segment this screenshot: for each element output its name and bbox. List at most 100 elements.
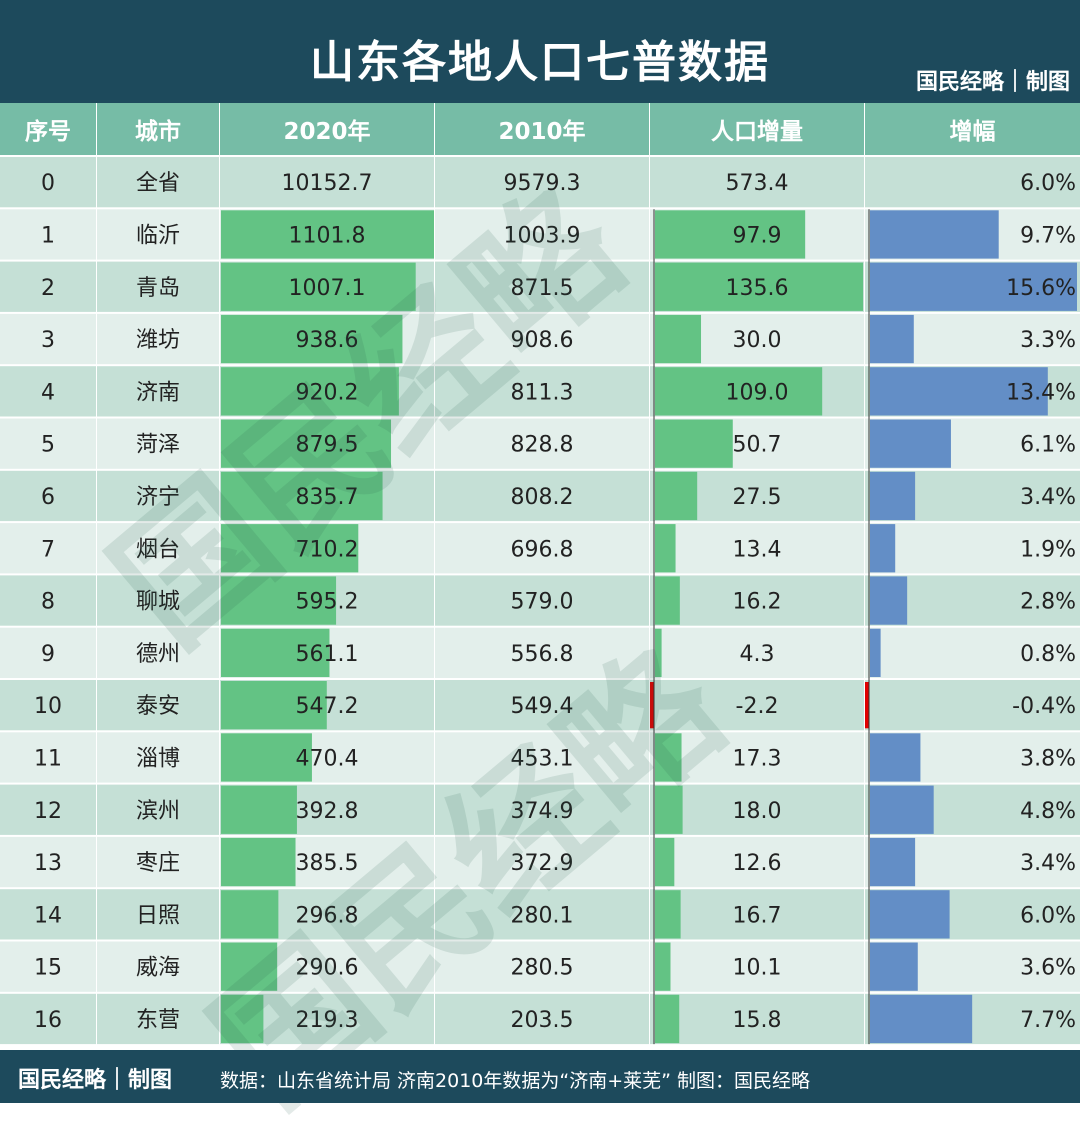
column-header-label: 序号 xyxy=(25,118,71,145)
cell-value-pop2010: 280.5 xyxy=(511,956,574,981)
bar-2020 xyxy=(221,419,392,468)
column-header-cell xyxy=(97,103,219,155)
table-cell xyxy=(435,157,649,208)
cell-value-rank: 16 xyxy=(34,1008,62,1033)
table-cell xyxy=(435,941,649,992)
table-cell xyxy=(0,732,96,783)
cell-value-city: 聊城 xyxy=(136,590,180,615)
cell-value-growth: -0.4% xyxy=(1012,694,1076,719)
bar-increase xyxy=(655,419,733,468)
cell-value-increase: 17.3 xyxy=(733,746,782,771)
cell-value-increase: 13.4 xyxy=(733,537,782,562)
bar-increase xyxy=(655,942,671,991)
cell-value-rank: 12 xyxy=(34,799,62,824)
bar-increase xyxy=(655,890,681,939)
cell-value-pop2020: 10152.7 xyxy=(282,171,373,196)
column-header-label: 城市 xyxy=(135,118,181,145)
column-header-cell xyxy=(650,103,864,155)
cell-value-rank: 0 xyxy=(41,171,55,196)
cell-value-pop2010: 871.5 xyxy=(511,276,574,301)
cell-value-city: 日照 xyxy=(136,903,180,928)
cell-value-growth: 1.9% xyxy=(1020,537,1076,562)
bar-growth xyxy=(870,837,916,887)
cell-value-city: 菏泽 xyxy=(136,433,180,458)
cell-value-pop2020: 290.6 xyxy=(296,956,359,981)
cell-value-pop2010: 696.8 xyxy=(511,537,574,562)
cell-value-city: 青岛 xyxy=(136,276,180,301)
cell-value-city: 东营 xyxy=(136,1008,180,1033)
cell-value-growth: 6.1% xyxy=(1020,433,1076,458)
table-cell xyxy=(865,523,1080,574)
table-cell xyxy=(435,680,649,731)
cell-value-pop2010: 908.6 xyxy=(511,328,574,353)
column-header-cell xyxy=(435,103,649,155)
cell-value-rank: 4 xyxy=(41,380,55,405)
bar-growth xyxy=(870,785,934,834)
table-cell xyxy=(97,784,219,835)
column-header-cell xyxy=(865,103,1080,155)
bar-growth xyxy=(870,628,881,677)
table-cell xyxy=(435,313,649,365)
cell-value-increase: 30.0 xyxy=(733,328,782,353)
table-cell xyxy=(650,993,864,1045)
table-cell xyxy=(220,157,434,208)
cell-value-growth: 6.0% xyxy=(1020,171,1076,196)
cell-value-rank: 15 xyxy=(34,956,62,981)
table-cell xyxy=(0,836,96,888)
table-cell xyxy=(97,627,219,678)
table-cell xyxy=(650,941,864,992)
cell-value-increase: 97.9 xyxy=(733,223,782,248)
cell-value-increase: 18.0 xyxy=(733,799,782,824)
footer-brand: 国民经略｜制图 xyxy=(18,1068,173,1093)
bar-2020 xyxy=(221,837,296,887)
column-header-label: 2020年 xyxy=(283,118,370,145)
cell-value-city: 济宁 xyxy=(136,485,180,510)
table-cell xyxy=(0,889,96,940)
table-cell xyxy=(435,784,649,835)
bar-growth xyxy=(870,524,896,573)
table-cell xyxy=(97,680,219,731)
bar-increase xyxy=(655,524,676,573)
cell-value-growth: 3.8% xyxy=(1020,746,1076,771)
bar-2020 xyxy=(221,314,403,364)
cell-value-increase: 573.4 xyxy=(726,171,789,196)
table-cell xyxy=(435,209,649,260)
cell-value-growth: 3.4% xyxy=(1020,485,1076,510)
cell-value-pop2020: 219.3 xyxy=(296,1008,359,1033)
cell-value-rank: 9 xyxy=(41,642,55,667)
cell-value-rank: 13 xyxy=(34,851,62,876)
table-cell xyxy=(0,680,96,731)
bar-growth xyxy=(870,471,916,521)
bar-increase xyxy=(655,733,682,782)
cell-value-pop2010: 1003.9 xyxy=(504,223,581,248)
bar-increase xyxy=(655,837,675,887)
table-cell xyxy=(435,836,649,888)
table-cell xyxy=(97,470,219,522)
table-cell xyxy=(0,261,96,312)
column-header-cell xyxy=(220,103,434,155)
cell-value-growth: 15.6% xyxy=(1006,276,1076,301)
header-brand: 国民经略｜制图 xyxy=(915,70,1070,95)
page-title: 山东各地人口七普数据 xyxy=(310,37,770,88)
cell-value-rank: 7 xyxy=(41,537,55,562)
cell-value-pop2020: 547.2 xyxy=(296,694,359,719)
table-cell xyxy=(435,575,649,626)
table-cell xyxy=(0,523,96,574)
bar-2020 xyxy=(221,994,264,1044)
bar-growth-negative xyxy=(865,682,869,729)
table-cell xyxy=(435,732,649,783)
cell-value-increase: 135.6 xyxy=(726,276,789,301)
bar-increase xyxy=(655,471,698,521)
bar-increase-negative xyxy=(650,682,654,729)
cell-value-increase: 16.7 xyxy=(733,903,782,928)
title-bar: 山东各地人口七普数据 国民经略｜制图 xyxy=(0,0,1080,103)
cell-value-pop2020: 470.4 xyxy=(296,746,359,771)
cell-value-pop2010: 280.1 xyxy=(511,903,574,928)
cell-value-city: 德州 xyxy=(136,642,180,667)
cell-value-growth: 3.6% xyxy=(1020,956,1076,981)
cell-value-city: 烟台 xyxy=(136,537,180,562)
table-cell xyxy=(435,470,649,522)
table-cell xyxy=(0,993,96,1045)
bar-2020 xyxy=(221,524,359,573)
cell-value-pop2020: 920.2 xyxy=(296,380,359,405)
